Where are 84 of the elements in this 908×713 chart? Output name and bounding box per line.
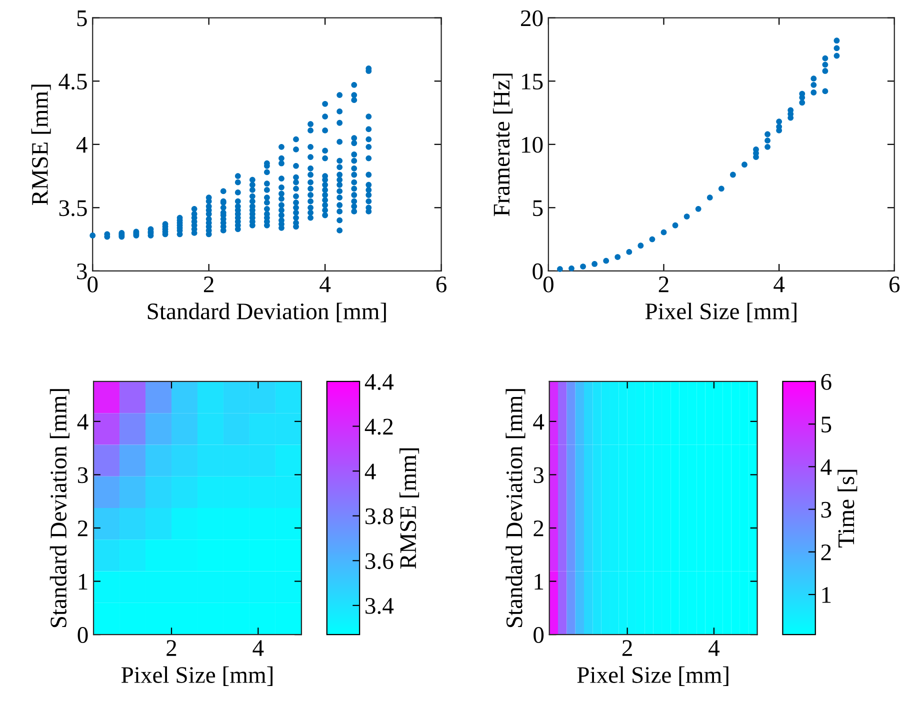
x-tick-label: 4: [252, 640, 264, 656]
y-tick-label: 3: [77, 263, 87, 280]
point: [810, 82, 817, 88]
y-tick-label: 0: [78, 627, 88, 643]
color-bar-label: 3.6: [366, 553, 394, 570]
point: [603, 258, 610, 264]
point: [580, 264, 586, 270]
x-tick-label: 2: [166, 640, 176, 656]
y-axis-title: Standard Deviation [mm]: [506, 389, 526, 628]
y-tick-label: 4: [77, 414, 88, 430]
point: [764, 144, 770, 150]
y-tick-label: 3: [78, 467, 88, 484]
point: [799, 100, 806, 106]
color-bar-label: 5: [822, 416, 832, 432]
point: [695, 206, 702, 212]
point: [614, 254, 621, 260]
point: [776, 118, 782, 125]
color-bar-label: 2: [821, 544, 831, 560]
x-tick-label: 2: [622, 640, 632, 656]
color-bar-label: 3.8: [366, 508, 394, 524]
point: [672, 222, 678, 228]
point: [810, 76, 817, 82]
x-tick-label: 6: [889, 276, 900, 292]
point: [764, 131, 770, 138]
y-tick-label: 2: [78, 520, 88, 536]
color-bar-label: 6: [821, 374, 832, 390]
y-tick-label: 5: [77, 10, 87, 26]
point: [557, 266, 563, 272]
point: [822, 88, 828, 94]
y-axis-title: Framerate [Hz]: [492, 74, 513, 216]
x-tick-label: 4: [774, 276, 785, 292]
y-tick-label: 0: [534, 627, 544, 643]
point: [592, 261, 598, 267]
x-axis-title: Pixel Size [mm]: [121, 666, 272, 686]
y-tick-label: 2: [534, 520, 544, 536]
point: [706, 194, 713, 200]
y-tick-label: 1: [78, 574, 88, 590]
color-bar-label: 3: [821, 502, 832, 518]
point: [822, 68, 828, 74]
point: [810, 90, 817, 96]
point: [684, 214, 690, 220]
y-tick-label: 4: [76, 137, 88, 153]
point: [649, 236, 656, 242]
point: [626, 249, 632, 255]
color-bar-title: RMSE [mm]: [400, 448, 420, 569]
color-bar-title: Time [s]: [838, 470, 858, 548]
point: [764, 138, 770, 144]
point: [834, 52, 840, 59]
color-bar-label: 4.4: [364, 374, 394, 390]
y-tick-label: 15: [522, 74, 543, 90]
y-tick-label: 1: [534, 574, 544, 590]
y-tick-label: 4.5: [58, 74, 87, 90]
point: [730, 172, 736, 178]
y-tick-label: 5: [533, 200, 543, 216]
x-tick-label: 4: [320, 276, 331, 292]
x-tick-label: 2: [204, 276, 214, 292]
point: [834, 38, 840, 44]
y-tick-label: 10: [522, 136, 543, 153]
x-axis-title: Pixel Size [mm]: [645, 302, 796, 322]
x-axis-title: Pixel Size [mm]: [577, 666, 728, 686]
color-bar-label: 4.2: [364, 418, 393, 435]
point: [660, 229, 667, 236]
point: [834, 45, 840, 52]
x-tick-label: 2: [658, 276, 668, 292]
y-tick-label: 3: [534, 467, 544, 484]
x-tick-label: 4: [708, 640, 720, 656]
point: [822, 55, 828, 62]
point: [822, 62, 828, 68]
color-bar-label: 3.4: [366, 598, 394, 614]
y-tick-label: 20: [520, 10, 543, 26]
y-axis-title: RMSE [mm]: [31, 84, 51, 206]
point: [742, 162, 748, 168]
y-tick-label: 4: [533, 414, 544, 430]
x-tick-label: 6: [436, 276, 446, 292]
y-tick-label: 0: [532, 263, 543, 280]
point: [718, 186, 724, 192]
y-axis-title: Standard Deviation [mm]: [50, 389, 70, 628]
point: [568, 265, 574, 272]
color-bar-label: 4: [364, 464, 376, 480]
y-tick-label: 3.5: [59, 200, 87, 216]
color-bar-label: 1: [822, 587, 831, 603]
x-axis-title: Standard Deviation [mm]: [148, 302, 386, 322]
point: [638, 242, 644, 249]
color-bar-label: 4: [820, 459, 832, 475]
